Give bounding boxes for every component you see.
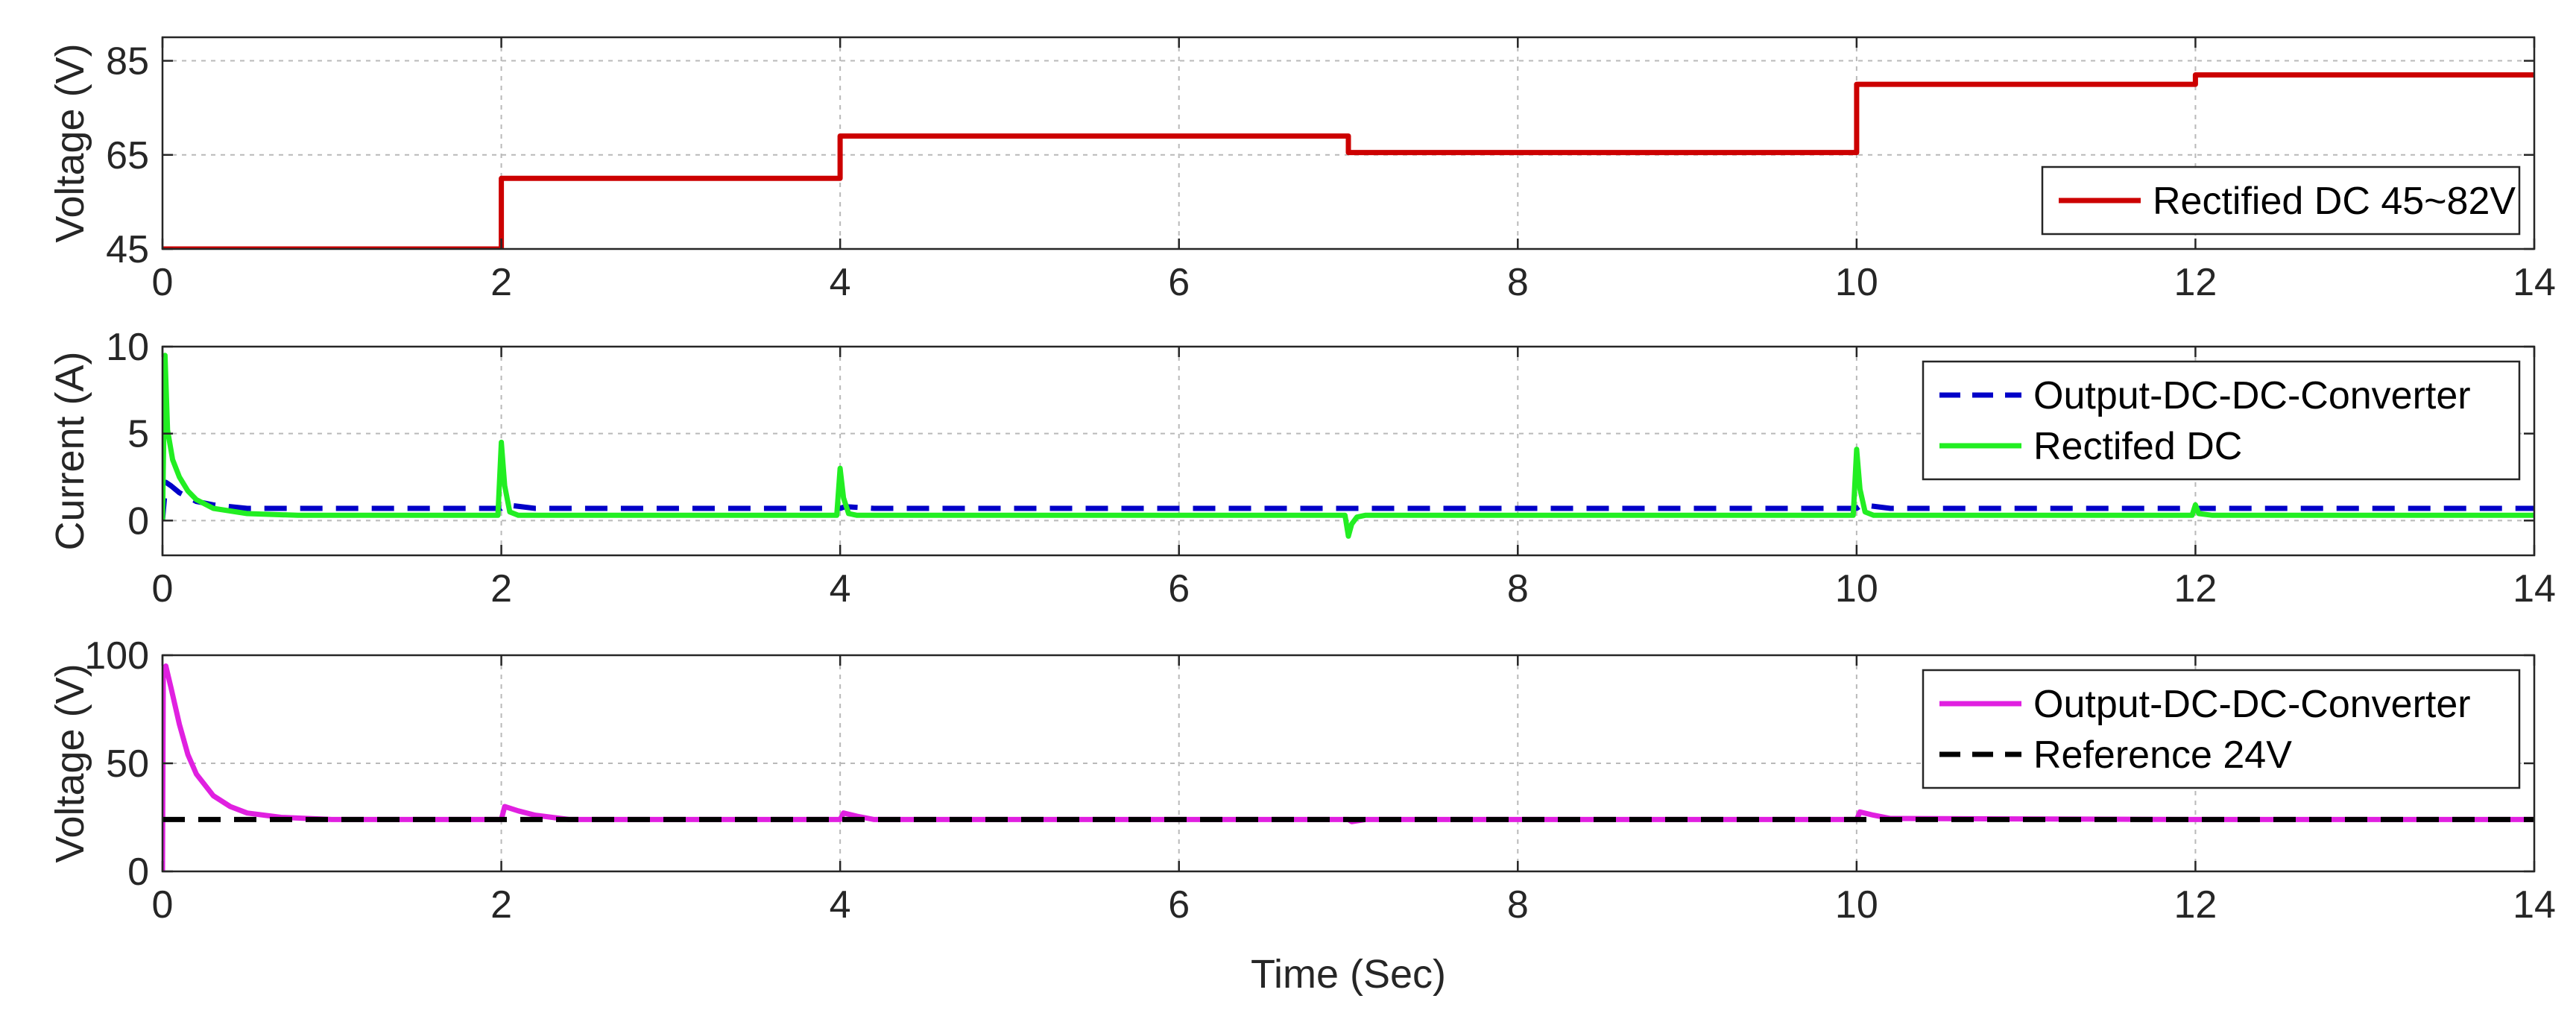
x-tick-label: 4 [830,261,851,304]
x-tick-label: 14 [2513,261,2556,304]
x-tick-label: 8 [1507,883,1529,927]
y-tick-label: 85 [106,40,149,83]
x-tick-label: 12 [2174,261,2217,304]
x-tick-label: 14 [2513,883,2556,927]
y-tick-label: 10 [106,326,149,369]
legend-label: Output-DC-DC-Converter [2033,374,2471,417]
legend: Rectified DC 45~82V [2041,165,2521,236]
y-tick-label: 0 [127,851,149,894]
x-tick-label: 4 [830,567,851,610]
panel-2: 0 2 4 6 8 10 12 14 0 5 10 Current (A) Output-DC-DC-C… [48,326,2556,610]
legend-label: Rectified DC 45~82V [2153,180,2516,223]
x-tick-label: 12 [2174,567,2217,610]
x-tick-label: 12 [2174,883,2217,927]
series-line-1 [162,72,2534,249]
panel-1: 0 2 4 6 8 10 12 14 45 65 85 Voltage (V) Rectified DC… [48,36,2556,304]
legend-label: Output-DC-DC-Converter [2033,683,2471,726]
x-tick-label: 6 [1168,261,1190,304]
legend-label: Rectifed DC [2033,425,2242,468]
x-axis-label: Time (Sec) [1251,952,1446,997]
x-tick-label: 2 [490,567,512,610]
x-tick-label: 0 [152,883,174,927]
x-tick-label: 6 [1168,567,1190,610]
x-tick-label: 10 [1835,261,1878,304]
series-line-1 [162,479,2534,521]
x-tick-label: 2 [490,883,512,927]
x-tick-label: 8 [1507,261,1529,304]
x-tick-label: 0 [152,261,174,304]
legend-box [1922,360,2521,481]
x-tick-label: 14 [2513,567,2556,610]
x-tick-label: 4 [830,883,851,927]
y-tick-label: 65 [106,134,149,177]
x-tick-label: 10 [1835,567,1878,610]
axes-frame [161,36,2536,250]
x-tick-label: 10 [1835,883,1878,927]
axes-frame [161,345,2536,557]
y-tick-label: 50 [106,742,149,786]
legend-label: Reference 24V [2033,733,2292,777]
y-tick-label: 100 [84,634,149,678]
x-tick-label: 0 [152,567,174,610]
legend-box [1922,669,2521,789]
y-axis-label: Current (A) [48,351,92,550]
x-tick-label: 2 [490,261,512,304]
y-tick-label: 0 [127,499,149,543]
legend: Output-DC-DC-Converter Reference 24V [1922,669,2521,789]
y-tick-label: 5 [127,413,149,456]
y-tick-label: 45 [106,228,149,271]
series-line-2 [162,353,2534,539]
y-axis-label: Voltage (V) [48,43,92,242]
x-tick-label: 8 [1507,567,1529,610]
y-axis-label: Voltage (V) [48,663,92,862]
x-tick-label: 6 [1168,883,1190,927]
legend: Output-DC-DC-Converter Rectifed DC [1922,360,2521,481]
